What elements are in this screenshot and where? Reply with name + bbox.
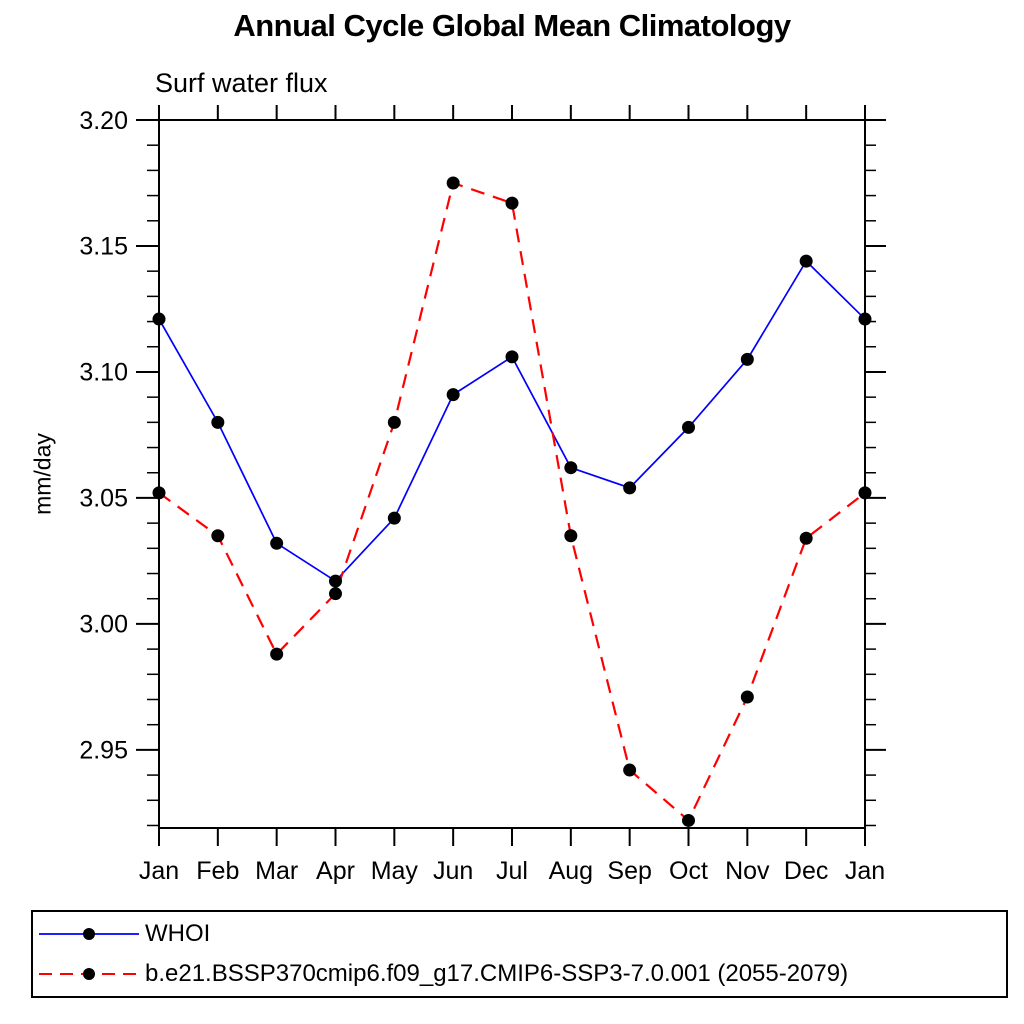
chart-title: Annual Cycle Global Mean Climatology <box>233 8 791 43</box>
data-point-marker <box>270 647 284 661</box>
data-point-marker <box>858 312 872 326</box>
data-point-marker <box>799 254 813 268</box>
data-point-marker <box>446 176 460 190</box>
data-point-marker <box>682 420 695 434</box>
x-tick-label: Jan <box>139 857 179 885</box>
y-tick-label: 3.15 <box>79 233 128 261</box>
data-point-marker <box>211 529 225 543</box>
data-point-marker <box>682 813 695 827</box>
legend-box: WHOI b.e21.BSSP370cmip6.f09_g17.CMIP6-SS… <box>31 910 1008 998</box>
x-tick-label: Nov <box>725 857 770 885</box>
marker-dot-icon <box>83 928 95 940</box>
chart-subtitle: Surf water flux <box>155 68 328 98</box>
data-point-marker <box>858 486 872 500</box>
x-tick-label: Jun <box>433 857 473 885</box>
marker-dot-icon <box>83 968 95 980</box>
y-tick-label: 3.05 <box>79 485 128 513</box>
x-tick-label: May <box>371 857 419 885</box>
x-tick-label: Apr <box>316 857 355 885</box>
data-point-marker <box>623 763 637 777</box>
legend-item-whoi: WHOI <box>39 914 1006 954</box>
data-point-marker <box>740 690 754 704</box>
data-point-marker <box>329 574 342 588</box>
data-point-marker <box>211 415 225 429</box>
data-point-marker <box>387 415 401 429</box>
data-point-marker <box>329 587 342 601</box>
data-point-marker <box>564 461 578 475</box>
data-point-marker <box>446 388 460 402</box>
data-point-marker <box>740 352 754 366</box>
series-line-dashed <box>158 181 866 823</box>
data-point-marker <box>505 350 519 364</box>
plot-frame <box>158 119 866 829</box>
x-tick-label: Dec <box>784 857 828 885</box>
y-tick-label: 3.00 <box>79 611 128 639</box>
y-tick-label: 3.20 <box>79 107 128 135</box>
data-point-marker <box>387 511 401 525</box>
series-line-solid <box>158 259 866 583</box>
legend-item-model: b.e21.BSSP370cmip6.f09_g17.CMIP6-SSP3-7.… <box>39 954 1006 994</box>
legend-line-sample-solid-icon <box>39 928 139 940</box>
legend-line-sample-dashed-icon <box>39 968 139 980</box>
x-tick-label: Oct <box>669 857 708 885</box>
data-point-marker <box>799 531 813 545</box>
x-tick-label: Aug <box>549 857 593 885</box>
legend-label-whoi: WHOI <box>145 920 211 947</box>
x-tick-label: Sep <box>607 857 651 885</box>
data-point-marker <box>152 312 166 326</box>
x-tick-label: Jan <box>845 857 885 885</box>
y-tick-label: 2.95 <box>79 737 128 765</box>
x-tick-label: Feb <box>196 857 239 885</box>
x-tick-label: Jul <box>496 857 528 885</box>
data-point-marker <box>623 481 637 495</box>
legend-label-model: b.e21.BSSP370cmip6.f09_g17.CMIP6-SSP3-7.… <box>145 960 849 987</box>
data-point-marker <box>564 529 578 543</box>
data-point-marker <box>505 196 519 210</box>
data-point-marker <box>270 536 284 550</box>
y-tick-label: 3.10 <box>79 359 128 387</box>
data-point-marker <box>152 486 166 500</box>
x-tick-label: Mar <box>255 857 298 885</box>
